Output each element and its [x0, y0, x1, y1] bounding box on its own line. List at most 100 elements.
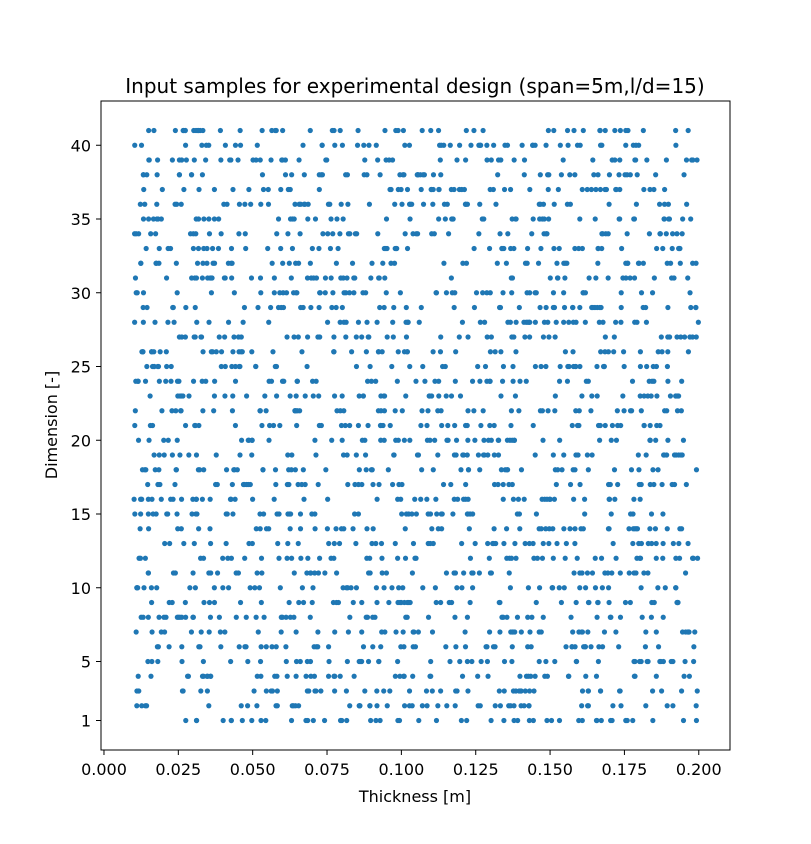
data-point [278, 614, 284, 620]
data-point [214, 481, 220, 488]
data-point [682, 570, 689, 576]
data-point [177, 614, 183, 620]
data-point [576, 629, 582, 635]
data-point [694, 157, 700, 163]
data-point [660, 614, 666, 620]
data-point [332, 688, 338, 694]
data-point [270, 349, 276, 355]
data-point [163, 378, 169, 384]
data-point [618, 290, 624, 296]
data-point [486, 245, 493, 252]
data-point [377, 304, 383, 311]
data-point [277, 585, 283, 591]
data-point [405, 319, 411, 325]
data-point [242, 644, 248, 650]
data-point [646, 378, 652, 384]
data-point [555, 186, 561, 193]
data-point [378, 644, 384, 650]
data-point [420, 585, 426, 591]
data-point [482, 363, 489, 370]
data-point [634, 172, 640, 178]
data-point [259, 172, 266, 178]
data-point [410, 540, 417, 547]
data-point [638, 408, 644, 414]
data-point [387, 688, 393, 694]
data-point [649, 290, 656, 296]
data-point [145, 658, 151, 665]
data-point [145, 496, 151, 502]
data-point [383, 290, 389, 296]
data-point [540, 540, 546, 547]
data-point [397, 172, 403, 178]
data-point [588, 644, 594, 650]
data-point [187, 585, 193, 591]
data-point [466, 526, 472, 532]
data-point [354, 142, 361, 148]
data-point [593, 717, 600, 724]
data-point [517, 526, 523, 532]
data-point [133, 629, 139, 635]
data-point [362, 688, 368, 694]
data-point [140, 216, 147, 222]
data-point [311, 275, 317, 281]
data-point [328, 216, 334, 222]
data-point [654, 393, 660, 399]
data-point [486, 555, 492, 561]
data-point [344, 275, 350, 281]
x-tick-label: 0.100 [378, 760, 424, 779]
data-point [540, 614, 546, 620]
data-point [365, 658, 372, 665]
data-point [606, 496, 613, 502]
data-point [394, 378, 400, 384]
data-point [146, 437, 152, 443]
data-point [239, 349, 245, 355]
data-point [651, 275, 657, 281]
data-point [568, 614, 574, 620]
data-point [459, 585, 465, 591]
data-point [169, 452, 175, 458]
data-point [288, 275, 294, 281]
data-point [516, 304, 522, 311]
data-point [324, 526, 330, 532]
data-point [341, 319, 347, 325]
data-point [510, 363, 516, 370]
data-point [419, 408, 425, 414]
data-point [199, 378, 205, 384]
data-point [332, 629, 338, 635]
data-point [222, 363, 228, 370]
data-point [517, 673, 523, 679]
data-point [580, 127, 586, 134]
data-point [381, 688, 387, 694]
data-point [182, 127, 188, 134]
data-point [429, 629, 436, 635]
data-point [440, 481, 447, 488]
data-point [600, 231, 606, 237]
data-point [278, 629, 284, 635]
data-point [660, 555, 666, 561]
data-point [444, 703, 450, 709]
data-point [207, 540, 214, 547]
data-point [425, 614, 432, 620]
data-point [255, 629, 261, 635]
data-point [577, 570, 583, 576]
data-point [585, 629, 591, 635]
data-point [597, 437, 603, 443]
data-point [245, 437, 251, 443]
data-point [418, 422, 424, 429]
data-point [258, 555, 265, 561]
data-point [505, 231, 511, 237]
data-point [598, 717, 604, 724]
data-point [511, 717, 517, 724]
data-point [395, 658, 401, 665]
data-point [282, 172, 289, 178]
data-point [273, 481, 279, 488]
data-point [435, 408, 441, 414]
data-point [260, 186, 267, 193]
data-point [685, 349, 692, 355]
data-point [557, 142, 563, 148]
data-point [468, 142, 474, 148]
data-point [204, 673, 210, 679]
data-point [288, 511, 294, 517]
data-point [378, 437, 384, 443]
